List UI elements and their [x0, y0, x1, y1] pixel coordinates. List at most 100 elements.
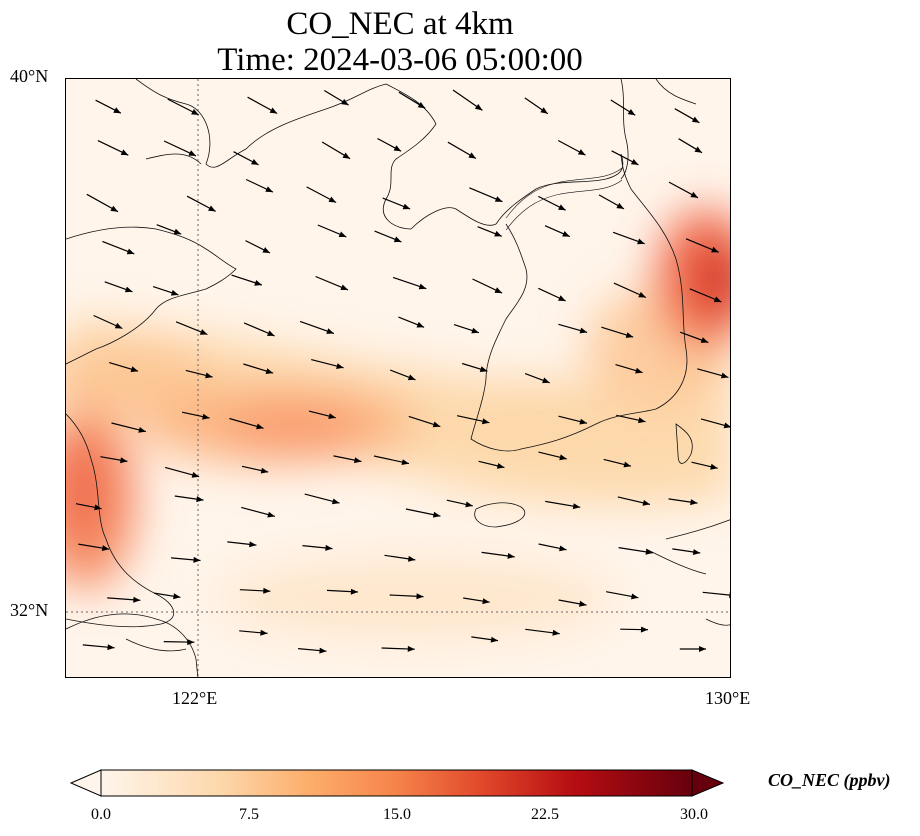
- wind-arrow-head: [559, 545, 567, 552]
- wind-arrow-head: [269, 107, 278, 114]
- wind-arrow-head: [577, 149, 586, 156]
- colorbar-extend-max: [691, 769, 725, 797]
- wind-arrow-head: [173, 228, 182, 235]
- wind-arrow-head: [627, 109, 636, 116]
- wind-arrow-head: [124, 286, 133, 293]
- wind-arrow-head: [694, 146, 702, 153]
- wind-arrow-head: [249, 541, 257, 548]
- wind-arrow-head: [408, 555, 416, 562]
- colorbar-label: CO_NEC (ppbv): [768, 770, 891, 790]
- concentration-field: [66, 209, 730, 639]
- wind-arrow-head: [479, 366, 488, 372]
- wind-arrow-head: [490, 636, 498, 643]
- wind-arrow-head: [341, 98, 349, 106]
- wind-arrow-head: [481, 418, 490, 425]
- wind-arrow-head: [133, 596, 141, 603]
- colorbar-tick-0: 0.0: [91, 806, 111, 823]
- wind-arrow-head: [331, 498, 340, 505]
- wind-arrow-head: [94, 504, 102, 511]
- map-title: CO_NEC at 4km: [286, 6, 514, 42]
- lat-tick-32: 32°N: [10, 600, 49, 620]
- wind-arrow-head: [710, 463, 718, 470]
- wind-arrow-head: [465, 501, 473, 508]
- wind-arrow-head: [191, 109, 199, 115]
- wind-arrow-head: [700, 337, 709, 343]
- wind-arrow-head: [558, 204, 566, 211]
- map-panel: [65, 78, 731, 678]
- wind-arrow-head: [640, 626, 648, 633]
- wind-arrow-head: [199, 329, 208, 335]
- wind-arrow-head: [265, 368, 274, 374]
- wind-arrow-head: [188, 150, 196, 156]
- wind-arrow-head: [328, 413, 336, 419]
- wind-arrow-head: [432, 511, 441, 518]
- wind-arrow-head: [256, 423, 264, 430]
- wind-arrow-head: [202, 413, 210, 420]
- wind-arrow-head: [260, 467, 269, 474]
- wind-arrow-head: [482, 598, 490, 605]
- wind-arrow-head: [265, 186, 273, 193]
- wind-arrow-head: [638, 417, 646, 424]
- wind-arrow-head: [690, 499, 698, 506]
- colorbar-extend-min: [70, 769, 102, 797]
- wind-arrow-head: [407, 645, 415, 652]
- wind-arrow-head: [402, 203, 411, 210]
- wind-arrow-head: [251, 159, 259, 165]
- wind-arrow-head: [729, 592, 730, 599]
- wind-arrow-head: [542, 377, 550, 384]
- wind-arrow-head: [494, 287, 503, 294]
- wind-arrow-head: [170, 289, 179, 296]
- wind-arrow-head: [494, 196, 503, 202]
- wind-arrow-head: [319, 647, 327, 654]
- wind-arrow-head: [120, 149, 129, 156]
- wind-arrow-head: [432, 421, 441, 428]
- colorbar-tick-3: 22.5: [531, 806, 559, 823]
- wind-arrow-head: [338, 231, 347, 237]
- wind-arrow-head: [254, 280, 262, 286]
- wind-arrow-head: [267, 511, 275, 518]
- wind-arrow-head: [130, 366, 139, 373]
- wind-arrow-head: [173, 593, 181, 600]
- wind-arrow-head: [208, 205, 216, 212]
- wind-arrow-head: [407, 374, 416, 381]
- wind-arrow-head: [690, 191, 698, 198]
- wind-arrow: [702, 591, 730, 596]
- wind-arrow-head: [635, 367, 643, 374]
- wind-arrow-head: [699, 646, 706, 652]
- wind-arrow-head: [625, 332, 634, 338]
- wind-arrow-head: [350, 588, 358, 595]
- colorbar: [70, 769, 725, 797]
- wind-arrow-head: [110, 205, 118, 212]
- colorbar-tick-1: 7.5: [239, 806, 259, 823]
- colorbar-tick-2: 15.0: [383, 806, 411, 823]
- wind-arrow-head: [562, 231, 570, 237]
- wind-arrow-head: [713, 296, 722, 303]
- wind-arrow-head: [558, 295, 566, 301]
- wind-arrow-head: [191, 471, 200, 478]
- wind-arrow-head: [418, 283, 427, 290]
- wind-arrow-head: [471, 327, 479, 334]
- wind-arrow-head: [417, 102, 426, 109]
- wind-arrow-head: [120, 457, 128, 464]
- wind-arrow-head: [326, 328, 334, 334]
- wind-arrow-head: [637, 238, 645, 245]
- wind-arrow-head: [260, 629, 268, 636]
- wind-arrow-head: [205, 372, 213, 379]
- wind-arrow-head: [579, 418, 587, 425]
- wind-arrow-head: [507, 553, 515, 559]
- wind-arrow-head: [572, 503, 581, 510]
- wind-arrow-head: [631, 593, 639, 600]
- wind-arrow-head: [416, 593, 424, 600]
- wind-arrow-head: [354, 457, 362, 464]
- wind-arrow-head: [642, 499, 650, 506]
- wind-arrow-head: [616, 202, 624, 209]
- map-subtitle-time: Time: 2024-03-06 05:00:00: [217, 42, 583, 78]
- wind-arrow-head: [468, 152, 476, 159]
- wind-arrow-head: [196, 496, 204, 503]
- wind-arrow-head: [723, 422, 730, 429]
- wind-arrow-head: [416, 321, 425, 328]
- lat-tick-40: 40°N: [10, 66, 49, 86]
- map-canvas: [66, 79, 730, 677]
- wind-arrow-head: [638, 291, 646, 298]
- wind-arrow-head: [114, 322, 123, 329]
